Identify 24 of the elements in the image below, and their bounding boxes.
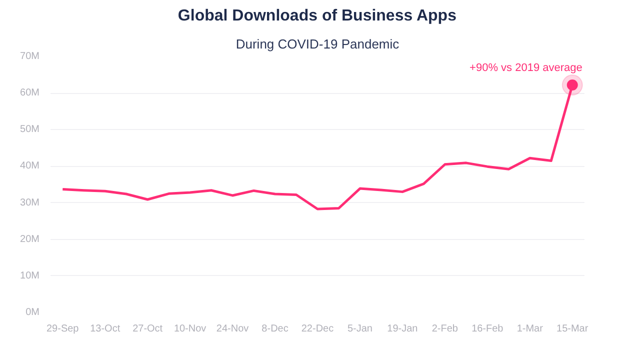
y-tick-label: 0M — [26, 307, 40, 318]
x-tick-label: 2-Feb — [432, 324, 458, 334]
y-tick-label: 20M — [20, 234, 40, 245]
y-tick-label: 60M — [20, 88, 40, 99]
x-tick-label: 16-Feb — [472, 324, 504, 334]
x-tick-label: 8-Dec — [262, 324, 288, 334]
chart-subtitle: During COVID-19 Pandemic — [236, 36, 400, 52]
x-tick-label: 27-Oct — [132, 324, 163, 334]
y-tick-label: 70M — [20, 51, 40, 62]
x-tick-label: 24-Nov — [216, 324, 249, 334]
x-tick-label: 29-Sep — [46, 324, 80, 334]
x-tick-label: 15-Mar — [556, 324, 589, 334]
x-tick-label: 13-Oct — [90, 324, 120, 334]
x-tick-label: 1-Mar — [516, 324, 544, 334]
x-tick-label: 10-Nov — [174, 324, 206, 334]
y-tick-label: 30M — [20, 197, 40, 208]
x-tick-label: 19-Jan — [387, 324, 418, 334]
y-tick-label: 40M — [20, 160, 40, 172]
x-tick-label: 22-Dec — [301, 324, 334, 334]
chart-title: Global Downloads of Business Apps — [178, 8, 457, 24]
annotation: +90% vs 2019 average — [470, 62, 582, 74]
x-tick-label: 5-Jan — [347, 324, 372, 334]
y-tick-label: 10M — [20, 270, 40, 282]
y-tick-label: 50M — [20, 124, 40, 136]
